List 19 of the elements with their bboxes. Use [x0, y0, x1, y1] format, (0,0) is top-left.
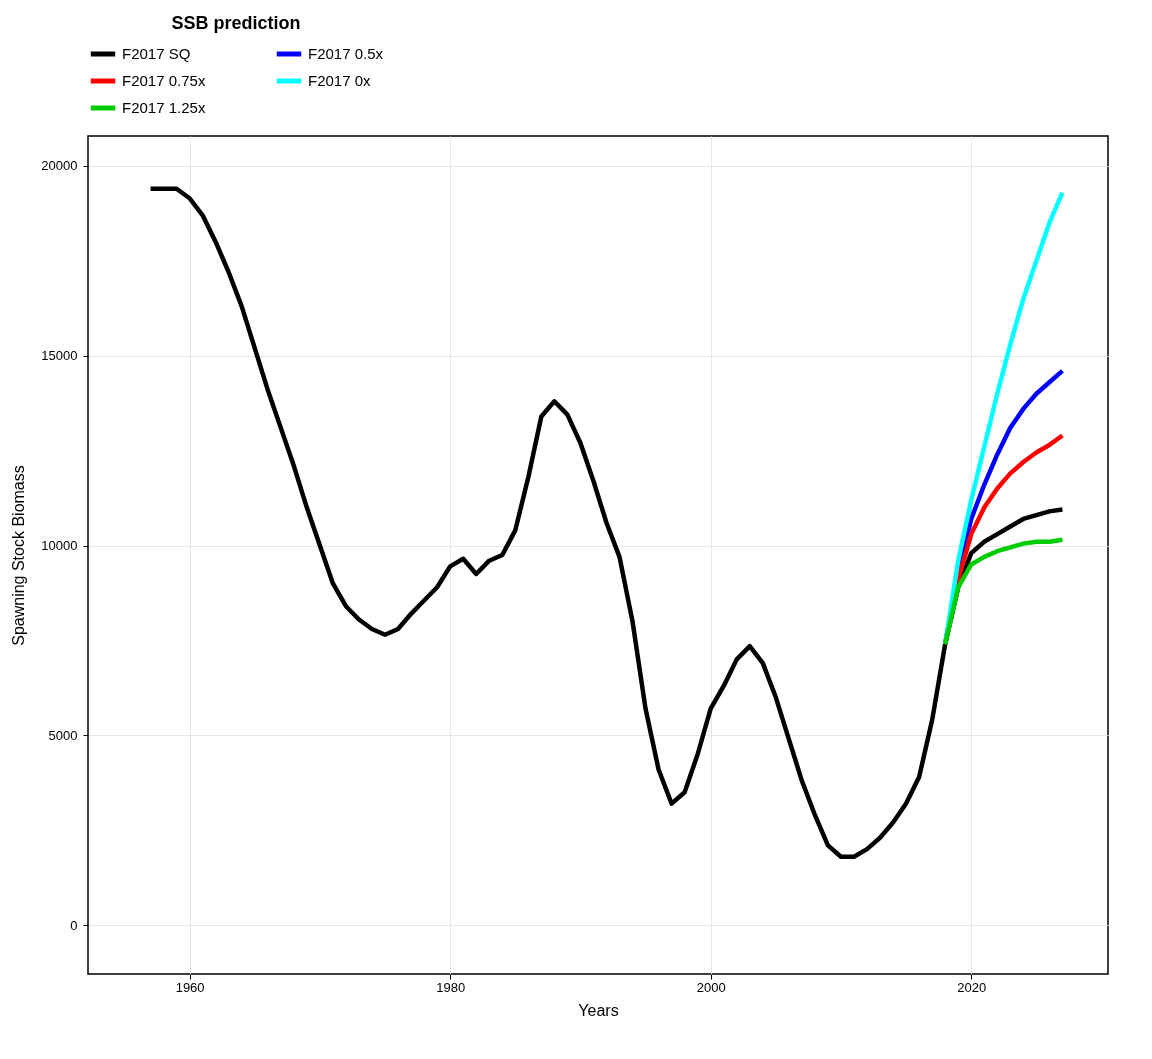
y-axis-title: Spawning Stock Biomass	[10, 465, 28, 646]
legend-label: F2017 1.25x	[122, 99, 206, 116]
legend-label: F2017 0.5x	[308, 45, 384, 62]
legend-label: F2017 0x	[308, 72, 372, 89]
y-tick-label: 5000	[48, 727, 78, 743]
y-tick-label: 20000	[41, 158, 78, 174]
y-tick-label: 10000	[41, 538, 78, 554]
legend-label: F2017 0.75x	[122, 72, 206, 89]
line-series	[148, 186, 1065, 859]
x-tick-label: 2020	[957, 979, 987, 995]
legend-label: F2017 SQ	[122, 45, 191, 62]
x-tick-label: 1980	[436, 979, 466, 995]
y-tick-label: 0	[70, 917, 78, 933]
line-series	[942, 537, 1065, 647]
legend-title: SSB prediction	[171, 13, 301, 33]
x-axis-title: Years	[578, 1001, 619, 1019]
x-tick-label: 2000	[696, 979, 726, 995]
x-tick-label: 1960	[175, 979, 205, 995]
y-tick-label: 15000	[41, 348, 78, 364]
